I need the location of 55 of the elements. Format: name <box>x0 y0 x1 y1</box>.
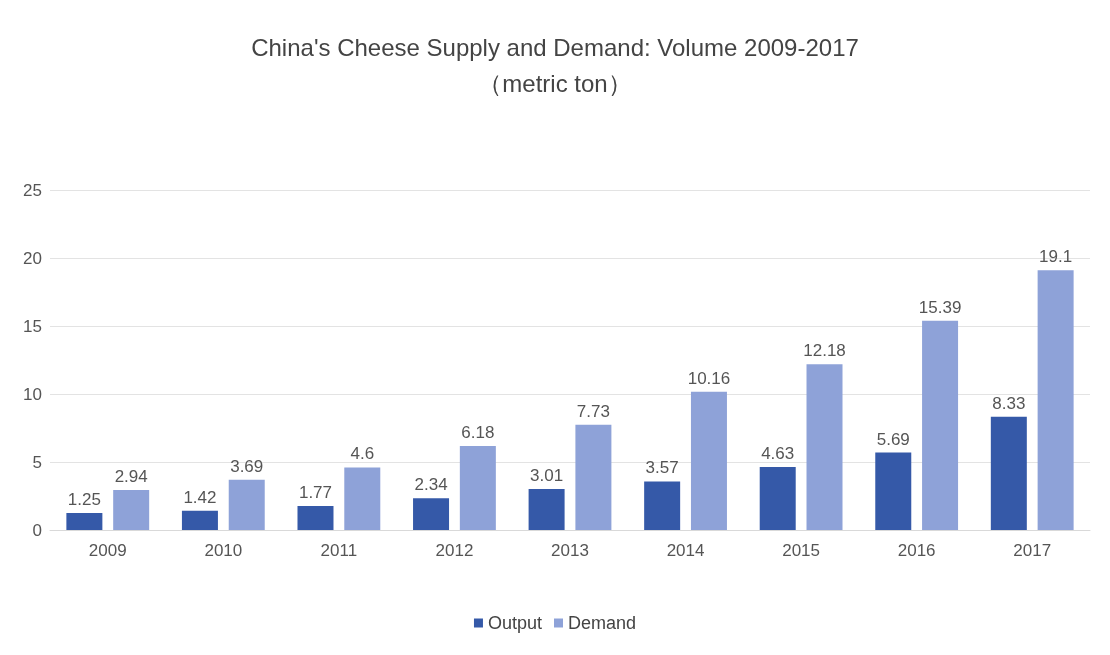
chart-title: China's Cheese Supply and Demand: Volume 2009-2017 <box>251 33 859 61</box>
bar <box>113 490 150 530</box>
y-tick-label: 0 <box>32 520 42 540</box>
x-tick-label: 2017 <box>1013 541 1052 560</box>
bar <box>875 452 912 530</box>
y-tick-label: 20 <box>23 248 42 268</box>
bar <box>459 445 496 530</box>
x-tick-label: 2014 <box>666 541 705 560</box>
bar <box>690 391 727 530</box>
x-tick-label: 2011 <box>320 541 358 560</box>
bar <box>1037 270 1074 530</box>
data-label: 3.57 <box>645 458 679 478</box>
x-tick-label: 2009 <box>88 541 127 560</box>
x-tick-label: 2016 <box>897 541 936 560</box>
bar <box>575 424 612 530</box>
data-label: 19.1 <box>1039 247 1073 267</box>
chart-subtitle: （metric ton） <box>478 69 632 97</box>
x-tick-label: 2012 <box>435 541 474 560</box>
legend-label: Output <box>487 613 543 633</box>
data-label: 4.6 <box>350 444 375 464</box>
bar <box>990 416 1027 530</box>
legend-label: Demand <box>568 613 637 633</box>
data-label: 4.63 <box>761 444 795 464</box>
data-label: 1.25 <box>67 490 101 509</box>
y-tick-label: 15 <box>23 316 42 336</box>
bar <box>413 498 450 530</box>
x-tick-label: 2013 <box>551 541 589 560</box>
data-label: 12.18 <box>803 341 846 361</box>
x-tick-label: 2015 <box>782 541 821 560</box>
data-label: 15.39 <box>918 297 962 317</box>
data-label: 2.94 <box>114 467 148 487</box>
bar <box>759 467 796 530</box>
bar <box>344 467 381 530</box>
y-tick-label: 25 <box>23 180 42 200</box>
bar <box>228 479 265 530</box>
x-tick-label: 2010 <box>204 541 243 560</box>
data-label: 5.69 <box>876 429 910 449</box>
data-label: 6.18 <box>461 422 495 442</box>
data-label: 7.73 <box>576 401 610 421</box>
bar <box>66 513 103 530</box>
data-label: 8.33 <box>992 393 1026 413</box>
bar <box>922 320 959 530</box>
bar <box>528 489 565 530</box>
bar <box>297 505 334 530</box>
bar <box>806 364 843 530</box>
data-label: 1.42 <box>183 487 217 507</box>
data-label: 10.16 <box>687 368 731 388</box>
bar <box>181 510 218 530</box>
y-tick-label: 5 <box>32 452 42 472</box>
bar <box>644 481 681 530</box>
y-tick-label: 10 <box>23 384 42 404</box>
data-label: 1.77 <box>298 482 333 502</box>
data-label: 3.69 <box>230 456 264 476</box>
data-label: 2.34 <box>414 475 448 495</box>
data-label: 3.01 <box>530 466 564 486</box>
